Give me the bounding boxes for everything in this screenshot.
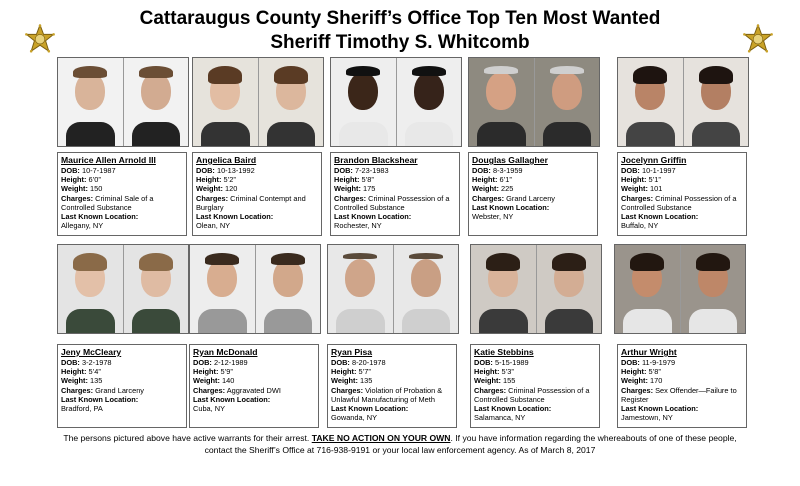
wanted-name: Maurice Allen Arnold III: [61, 155, 156, 165]
wanted-name: Jeny McCleary: [61, 347, 122, 357]
wanted-location: Olean, NY: [196, 221, 231, 231]
wanted-card: Douglas Gallagher DOB: 8-3-1959 Height: …: [468, 152, 598, 236]
wanted-name: Douglas Gallagher: [472, 155, 548, 165]
wanted-card: Angelica Baird DOB: 10-13-1992 Height: 5…: [192, 152, 322, 236]
wanted-location: Gowanda, NY: [331, 413, 378, 423]
wanted-location: Jamestown, NY: [621, 413, 673, 423]
wanted-name: Angelica Baird: [196, 155, 257, 165]
page-subtitle: Sheriff Timothy S. Whitcomb: [270, 32, 530, 53]
wanted-name: Brandon Blackshear: [334, 155, 418, 165]
warning-text: TAKE NO ACTION ON YOUR OWN: [311, 433, 451, 443]
mugshot-photo: [57, 57, 189, 147]
mugshot-photo: [614, 244, 746, 334]
wanted-card: Brandon Blackshear DOB: 7-23-1983 Height…: [330, 152, 460, 236]
page-title: Cattaraugus County Sheriff’s Office Top …: [139, 8, 661, 29]
wanted-location: Allegany, NY: [61, 221, 104, 231]
wanted-card: Arthur Wright DOB: 11-9-1979 Height: 5’8…: [617, 344, 747, 428]
wanted-location: Rochester, NY: [334, 221, 382, 231]
wanted-location: Webster, NY: [472, 212, 514, 222]
mugshot-photo: [57, 244, 189, 334]
wanted-name: Arthur Wright: [621, 347, 677, 357]
wanted-name: Ryan Pisa: [331, 347, 373, 357]
wanted-name: Jocelynn Griffin: [621, 155, 687, 165]
wanted-location: Bradford, PA: [61, 404, 103, 414]
mugshot-photo: [617, 57, 749, 147]
wanted-card: Jeny McCleary DOB: 3-2-1978 Height: 5’4”…: [57, 344, 187, 428]
mugshot-photo: [470, 244, 602, 334]
footer-notice: The persons pictured above have active w…: [63, 433, 737, 443]
mugshot-photo: [330, 57, 462, 147]
wanted-name: Katie Stebbins: [474, 347, 534, 357]
mugshot-photo: [192, 57, 324, 147]
sheriff-star-badge-icon: [743, 24, 773, 53]
sheriff-star-badge-icon: [25, 24, 55, 53]
wanted-card: Ryan McDonald DOB: 2-12-1989 Height: 5’9…: [189, 344, 319, 428]
wanted-card: Ryan Pisa DOB: 8-20-1978 Height: 5’7” We…: [327, 344, 457, 428]
wanted-name: Ryan McDonald: [193, 347, 258, 357]
mugshot-photo: [468, 57, 600, 147]
wanted-location: Salamanca, NY: [474, 413, 526, 423]
mugshot-photo: [189, 244, 321, 334]
wanted-card: Maurice Allen Arnold III DOB: 10-7-1987 …: [57, 152, 187, 236]
wanted-card: Jocelynn Griffin DOB: 10-1-1997 Height: …: [617, 152, 747, 236]
wanted-card: Katie Stebbins DOB: 5-15-1989 Height: 5’…: [470, 344, 600, 428]
mugshot-photo: [327, 244, 459, 334]
wanted-location: Cuba, NY: [193, 404, 226, 414]
wanted-location: Buffalo, NY: [621, 221, 659, 231]
footer-contact: contact the Sheriff’s Office at 716-938-…: [204, 445, 596, 455]
